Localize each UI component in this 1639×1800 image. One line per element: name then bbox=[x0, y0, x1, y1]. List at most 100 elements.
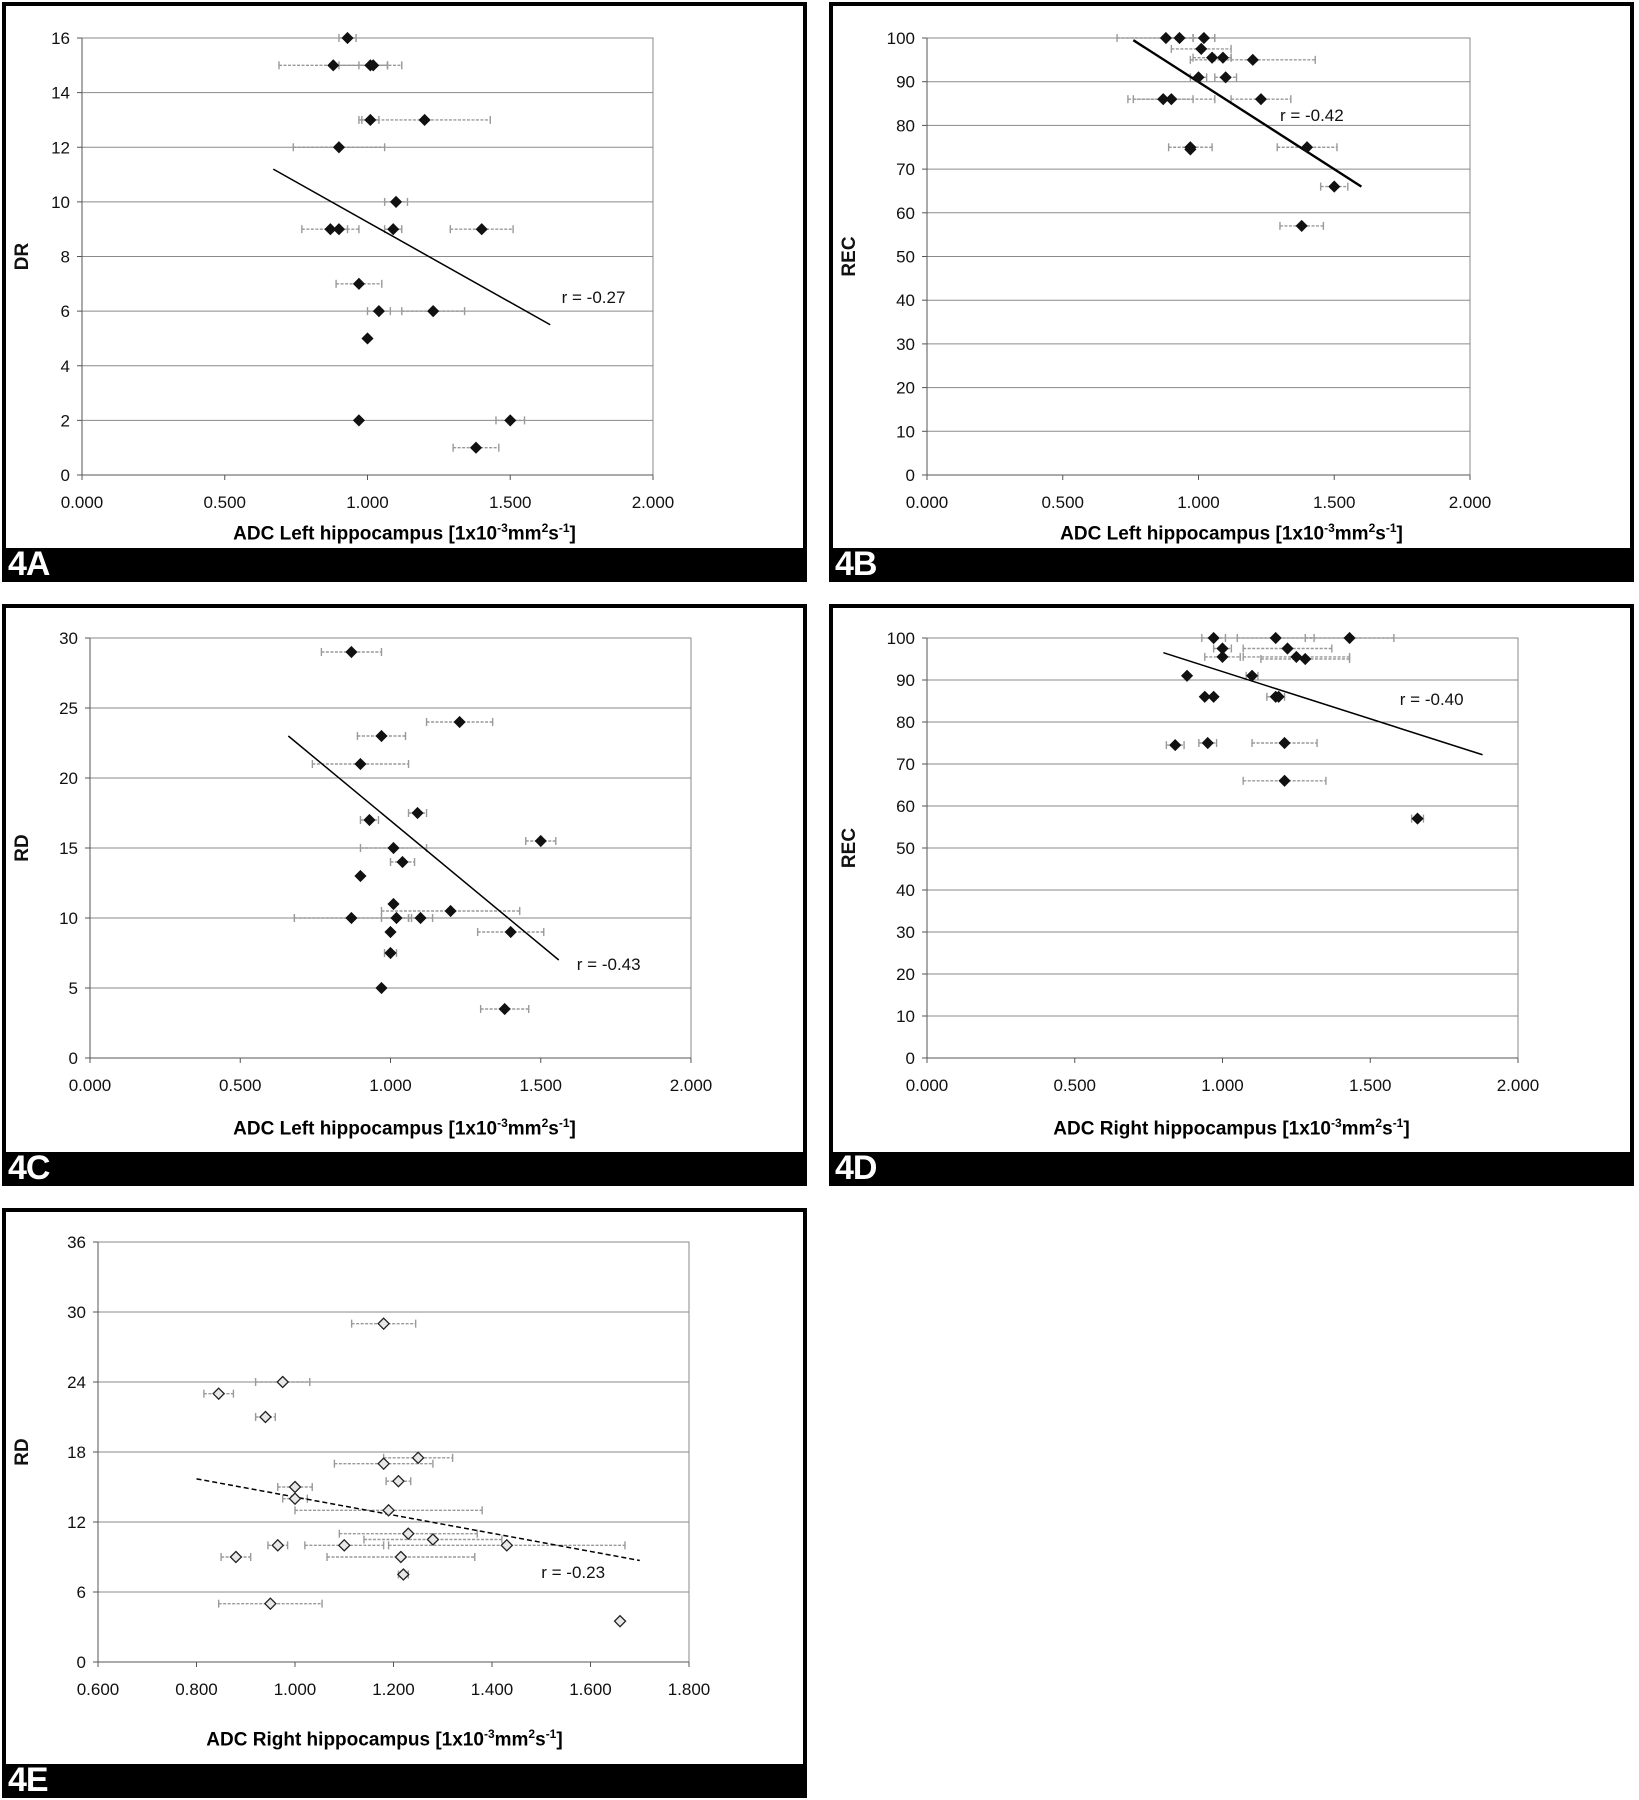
panel-4d: 0 10 20 30 40 50 60 70 80 90 100 0.000 0.500 1.000 1.5… bbox=[829, 604, 1634, 1186]
chart-4d-data-point bbox=[1343, 631, 1356, 645]
chart-4a-xtick-label: 0.500 bbox=[203, 493, 246, 512]
chart-4c-r-annotation: r = -0.43 bbox=[577, 955, 641, 974]
chart-4a-xtick-label: 2.000 bbox=[632, 493, 675, 512]
chart-4d-ytick-label: 30 bbox=[896, 923, 915, 942]
chart-4e-data-point bbox=[337, 1538, 351, 1552]
chart-4a-xtick-label: 0.000 bbox=[61, 493, 104, 512]
chart-4a-data-point bbox=[324, 223, 337, 236]
chart-4a-plot: 0 2 4 6 8 10 12 14 16 0.000 0.500 1.000 1.500 2.000 DR… bbox=[12, 29, 675, 512]
chart-4c-data-point bbox=[387, 841, 400, 855]
chart-4b-data-point bbox=[1173, 31, 1186, 45]
chart-4e-xtick-label: 0.800 bbox=[175, 1680, 218, 1699]
chart-4e-data-point bbox=[411, 1451, 425, 1465]
chart-4a-data-point bbox=[361, 332, 374, 345]
chart-4b-xtick-label: 1.000 bbox=[1177, 493, 1220, 512]
chart-4a-ytick-label: 12 bbox=[51, 138, 70, 157]
chart-4d-data-point bbox=[1411, 812, 1424, 825]
chart-4b-data-point bbox=[1301, 141, 1314, 154]
chart-4b-ytick-label: 60 bbox=[896, 204, 915, 223]
panel-4e-label-bar: 4E bbox=[6, 1761, 803, 1799]
chart-4e-data-point bbox=[212, 1387, 226, 1401]
chart-4b-data-point bbox=[1219, 71, 1232, 84]
chart-4a-data-point bbox=[418, 113, 431, 127]
chart-4c-xlabel: ADC Left hippocampus [1x10-3mm2s-1] bbox=[233, 1116, 576, 1140]
chart-4a-r-annotation: r = -0.27 bbox=[562, 288, 626, 307]
chart-4e-data-point bbox=[288, 1480, 302, 1494]
chart-4b-plot: 0 10 20 30 40 50 60 70 80 90 100 0.000 0.500 1.000 1.5… bbox=[839, 29, 1491, 512]
chart-4b-ytick-label: 10 bbox=[896, 422, 915, 441]
chart-4e-data-point bbox=[401, 1527, 415, 1541]
chart-4b-ytick-label: 0 bbox=[906, 466, 915, 485]
chart-4e-data-point bbox=[276, 1375, 290, 1389]
panel-4d-label-bar: 4D bbox=[833, 1151, 1630, 1185]
chart-4b-data-point bbox=[1246, 53, 1259, 66]
panel-4b: 0 10 20 30 40 50 60 70 80 90 100 0.000 0.500 1.000 1.5… bbox=[829, 2, 1634, 582]
chart-4e-ylabel: RD bbox=[12, 1438, 33, 1465]
chart-4e-data-point bbox=[396, 1568, 410, 1581]
chart-4d-ytick-label: 90 bbox=[896, 671, 915, 690]
chart-4e-data-point bbox=[426, 1533, 440, 1546]
chart-4e-ytick-label: 36 bbox=[67, 1233, 86, 1252]
chart-4c-data-point bbox=[453, 715, 466, 729]
chart-4d-ytick-label: 20 bbox=[896, 965, 915, 984]
chart-4a-ytick-label: 2 bbox=[61, 411, 70, 430]
chart-4e-ytick-label: 30 bbox=[67, 1303, 86, 1322]
chart-4e-xtick-label: 1.400 bbox=[471, 1680, 514, 1699]
chart-4a-xtick-label: 1.000 bbox=[346, 493, 389, 512]
chart-4a-data-point bbox=[372, 305, 385, 318]
chart-4c-data-point bbox=[411, 806, 424, 820]
chart-4e-xtick-label: 1.600 bbox=[569, 1680, 612, 1699]
chart-4e-data-point bbox=[382, 1503, 395, 1517]
chart-4d-ylabel: REC bbox=[839, 828, 860, 868]
chart-4d-xtick-label: 1.500 bbox=[1349, 1076, 1392, 1095]
chart-4b-data-point bbox=[1197, 31, 1210, 45]
chart-4a-ytick-label: 4 bbox=[61, 357, 70, 376]
chart-4c-xtick-label: 1.000 bbox=[369, 1076, 412, 1095]
chart-4a-data-point bbox=[332, 141, 346, 154]
chart-4c-data-point bbox=[345, 645, 358, 659]
chart-4b-data-point bbox=[1165, 93, 1178, 106]
chart-4d-data-point bbox=[1169, 739, 1182, 752]
chart-4b-ylabel: REC bbox=[839, 236, 860, 276]
chart-4e-data-point bbox=[394, 1550, 408, 1564]
chart-4d-data-point bbox=[1290, 650, 1303, 663]
chart-4c-data-point bbox=[375, 981, 388, 995]
chart-4a-trendline bbox=[272, 168, 551, 326]
chart-4b-xtick-label: 0.500 bbox=[1041, 493, 1084, 512]
chart-4a-data-point bbox=[364, 113, 377, 127]
panel-4e-label: 4E bbox=[8, 1761, 49, 1799]
chart-4d-ytick-label: 70 bbox=[896, 755, 915, 774]
panel-4a-label: 4A bbox=[8, 545, 50, 583]
chart-4c-data-point bbox=[444, 904, 457, 918]
chart-4a-data-point bbox=[387, 223, 400, 236]
chart-4b-data-point bbox=[1295, 219, 1308, 232]
chart-4b-xtick-label: 0.000 bbox=[906, 493, 949, 512]
chart-4c-data-point bbox=[396, 855, 409, 869]
chart-4a-ytick-label: 16 bbox=[51, 29, 70, 48]
chart-4a-ylabel: DR bbox=[12, 243, 33, 271]
chart-4b-ytick-label: 50 bbox=[896, 248, 915, 267]
chart-4b-data-point bbox=[1192, 71, 1205, 84]
chart-4c-data-point bbox=[363, 813, 376, 827]
chart-4b-data-point bbox=[1254, 93, 1268, 106]
chart-4c-data-point bbox=[414, 911, 427, 925]
chart-4b-data-point bbox=[1206, 51, 1219, 64]
chart-4b-ytick-label: 40 bbox=[896, 291, 915, 310]
chart-4e-ytick-label: 24 bbox=[67, 1373, 86, 1392]
panel-4c-label: 4C bbox=[8, 1149, 50, 1187]
chart-4d-xtick-label: 0.500 bbox=[1053, 1076, 1096, 1095]
chart-4c-ytick-label: 10 bbox=[59, 909, 78, 928]
chart-4d-ytick-label: 100 bbox=[887, 629, 915, 648]
panel-4c: 0 5 10 15 20 25 30 0.000 0.500 1.000 1.500 2.000 RD r… bbox=[2, 604, 807, 1186]
chart-4a-ytick-label: 6 bbox=[61, 302, 70, 321]
chart-4b-r-annotation: r = -0.42 bbox=[1280, 106, 1344, 125]
chart-4b-ytick-label: 90 bbox=[896, 73, 915, 92]
chart-4a-xtick-label: 1.500 bbox=[489, 493, 532, 512]
chart-4d-xtick-label: 2.000 bbox=[1497, 1076, 1540, 1095]
panel-4b-label-bar: 4B bbox=[833, 547, 1630, 581]
chart-4b-data-point bbox=[1195, 42, 1208, 55]
chart-4d-data-point bbox=[1278, 774, 1291, 787]
chart-4e-xlabel: ADC Right hippocampus [1x10-3mm2s-1] bbox=[206, 1727, 563, 1751]
chart-4a-data-point bbox=[332, 223, 346, 236]
chart-4e-data-point bbox=[613, 1614, 627, 1628]
